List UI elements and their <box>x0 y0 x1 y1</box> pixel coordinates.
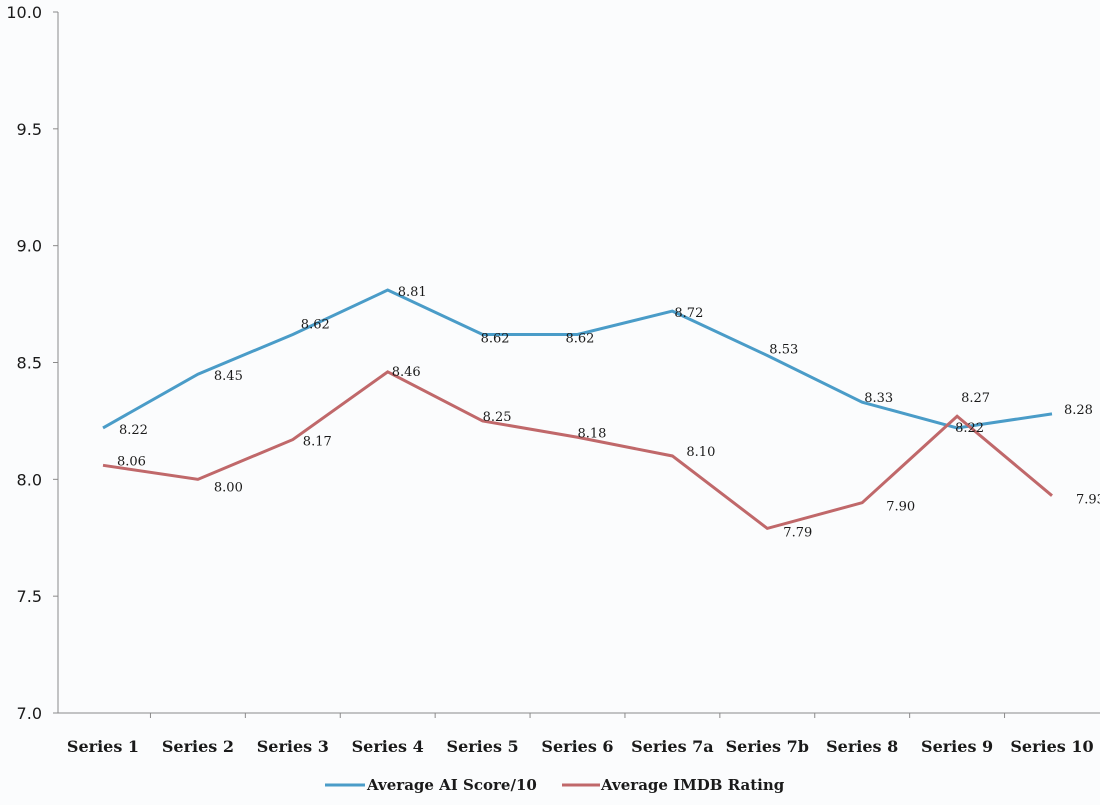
y-tick-label: 7.5 <box>17 587 42 606</box>
data-label: 8.28 <box>1064 403 1093 418</box>
y-tick-label: 8.5 <box>17 354 42 373</box>
data-label: 8.22 <box>955 421 984 436</box>
series-lines <box>102 288 1053 531</box>
data-label: 8.33 <box>864 391 893 406</box>
x-tick-label: Series 8 <box>826 737 898 756</box>
y-tick-label: 8.0 <box>17 470 42 489</box>
legend-item: Average AI Score/10 <box>325 776 537 794</box>
x-tick-label: Series 9 <box>921 737 993 756</box>
data-label: 8.62 <box>481 331 510 346</box>
x-tick-label: Series 10 <box>1010 737 1093 756</box>
y-tick-label: 7.0 <box>17 704 42 723</box>
x-tick-label: Series 3 <box>257 737 329 756</box>
x-tick-label: Series 2 <box>162 737 234 756</box>
legend-label: Average AI Score/10 <box>366 776 537 794</box>
y-tick-label: 9.0 <box>17 237 42 256</box>
data-label: 7.79 <box>783 525 812 540</box>
x-tick-label: Series 7a <box>631 737 714 756</box>
legend: Average AI Score/10 Average IMDB Rating <box>325 776 785 794</box>
data-label: 8.10 <box>686 445 715 460</box>
x-tick-label: Series 6 <box>541 737 613 756</box>
data-label: 8.72 <box>674 306 703 321</box>
data-label: 8.06 <box>117 454 146 469</box>
data-labels: 8.22 8.45 8.62 8.81 8.62 8.62 8.72 8.53 8.33 8.22… <box>117 285 1100 540</box>
x-tick-label: Series 7b <box>726 737 809 756</box>
x-tick-label: Series 4 <box>352 737 424 756</box>
data-label: 7.93 <box>1076 493 1100 508</box>
legend-item: Average IMDB Rating <box>562 776 785 794</box>
data-label: 8.81 <box>398 285 427 300</box>
x-axis-ticks: Series 1 Series 2 Series 3 Series 4 Series 5… <box>67 713 1094 756</box>
y-tick-label: 10.0 <box>6 3 42 22</box>
data-label: 8.17 <box>303 435 332 450</box>
data-label: 7.90 <box>886 500 915 515</box>
data-label: 8.00 <box>214 480 243 495</box>
legend-label: Average IMDB Rating <box>600 776 785 794</box>
series-line-1 <box>102 288 1053 430</box>
x-tick-label: Series 5 <box>447 737 519 756</box>
data-label: 8.46 <box>392 365 421 380</box>
data-label: 8.22 <box>119 423 148 438</box>
data-label: 8.62 <box>301 317 330 332</box>
data-label: 8.62 <box>566 331 595 346</box>
y-axis-ticks: 7.0 7.5 8.0 8.5 9.0 9.5 10.0 <box>6 3 58 723</box>
x-tick-label: Series 1 <box>67 737 139 756</box>
data-label: 8.18 <box>578 426 607 441</box>
series-line-2 <box>102 370 1053 531</box>
y-tick-label: 9.5 <box>17 120 42 139</box>
axes <box>57 12 1100 714</box>
data-label: 8.25 <box>483 410 512 425</box>
data-label: 8.53 <box>769 342 798 357</box>
data-label: 8.27 <box>961 391 990 406</box>
data-label: 8.45 <box>214 369 243 384</box>
